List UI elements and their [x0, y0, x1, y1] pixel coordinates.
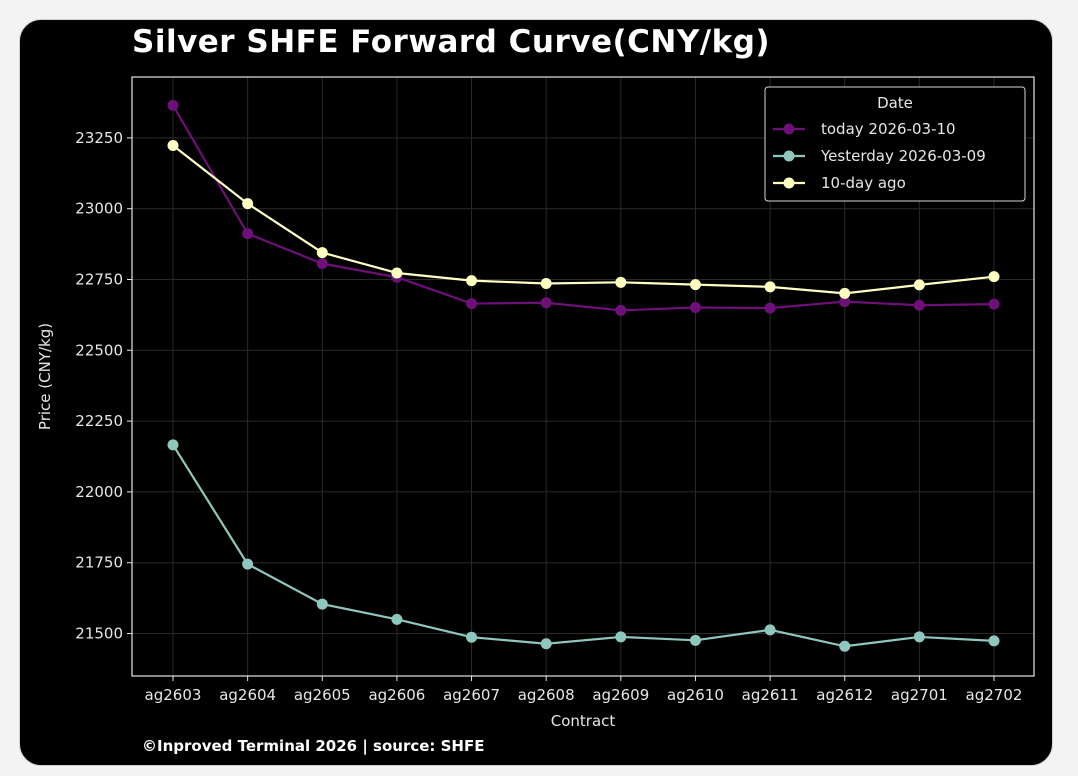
series-point [316, 598, 328, 610]
series-point [988, 271, 1000, 283]
x-axis-label: Contract [551, 712, 616, 730]
x-tick-label: ag2612 [816, 686, 873, 704]
y-axis-label: Price (CNY/kg) [36, 323, 54, 430]
y-tick-label: 21750 [75, 554, 123, 572]
x-tick-label: ag2609 [592, 686, 649, 704]
series-point [242, 198, 254, 210]
x-tick-label: ag2603 [145, 686, 202, 704]
series-point [615, 631, 627, 643]
series-point [988, 298, 1000, 310]
series-point [913, 631, 925, 643]
x-tick-label: ag2606 [368, 686, 425, 704]
series-point [615, 304, 627, 316]
series-point [167, 99, 179, 111]
series-point [540, 277, 552, 289]
chart-title: Silver SHFE Forward Curve(CNY/kg) [132, 24, 771, 60]
plot-frame [131, 76, 1035, 677]
legend-label: Yesterday 2026-03-09 [820, 147, 986, 165]
x-tick-label: ag2701 [891, 686, 948, 704]
series-line [172, 444, 995, 648]
legend-label: 10-day ago [821, 174, 906, 192]
legend-label: today 2026-03-10 [821, 120, 956, 138]
x-tick-label: ag2604 [219, 686, 276, 704]
series-point [466, 298, 478, 310]
y-tick-label: 22500 [75, 341, 123, 359]
series-point [839, 640, 851, 652]
series-point [540, 297, 552, 309]
x-tick-label: ag2610 [667, 686, 724, 704]
x-tick-label: ag2608 [518, 686, 575, 704]
series-point [913, 299, 925, 311]
legend-marker [783, 177, 795, 189]
legend-title: Date [877, 94, 913, 112]
series-point [242, 228, 254, 240]
series-point [764, 624, 776, 636]
source-footer: ©Inproved Terminal 2026 | source: SHFE [142, 737, 485, 755]
series-point [615, 276, 627, 288]
series-point [913, 279, 925, 291]
series-point [466, 631, 478, 643]
series-point [391, 613, 403, 625]
y-tick-label: 22000 [75, 483, 123, 501]
series-point [839, 296, 851, 308]
x-tick-label: ag2702 [966, 686, 1023, 704]
chart-card: Silver SHFE Forward Curve(CNY/kg) 21500 2… [19, 19, 1053, 766]
series-point [689, 302, 701, 314]
series-point [167, 439, 179, 451]
y-tick-label: 22250 [75, 412, 123, 430]
legend-marker [783, 150, 795, 162]
y-tick-label: 22750 [75, 270, 123, 288]
series-point [689, 634, 701, 646]
series-point [242, 558, 254, 570]
series-point [167, 140, 179, 152]
series-point [316, 247, 328, 259]
series-line [172, 144, 995, 295]
series-point [466, 275, 478, 287]
y-tick-label: 23250 [75, 129, 123, 147]
series-point [540, 638, 552, 650]
series-point [689, 279, 701, 291]
series-line [172, 104, 995, 312]
series-point [316, 258, 328, 270]
legend-box [764, 86, 1026, 202]
forward-curve-chart: 21500 21750 22000 22250 22500 22750 23000 23250… [36, 76, 1035, 730]
series-point [391, 267, 403, 279]
series-point [988, 635, 1000, 647]
series-point [839, 287, 851, 299]
x-tick-label: ag2611 [742, 686, 799, 704]
x-tick-label: ag2605 [294, 686, 351, 704]
legend-marker [783, 123, 795, 135]
y-tick-label: 23000 [75, 200, 123, 218]
series-point [764, 281, 776, 293]
x-tick-label: ag2607 [443, 686, 500, 704]
series-point [764, 302, 776, 314]
y-tick-label: 21500 [75, 625, 123, 643]
